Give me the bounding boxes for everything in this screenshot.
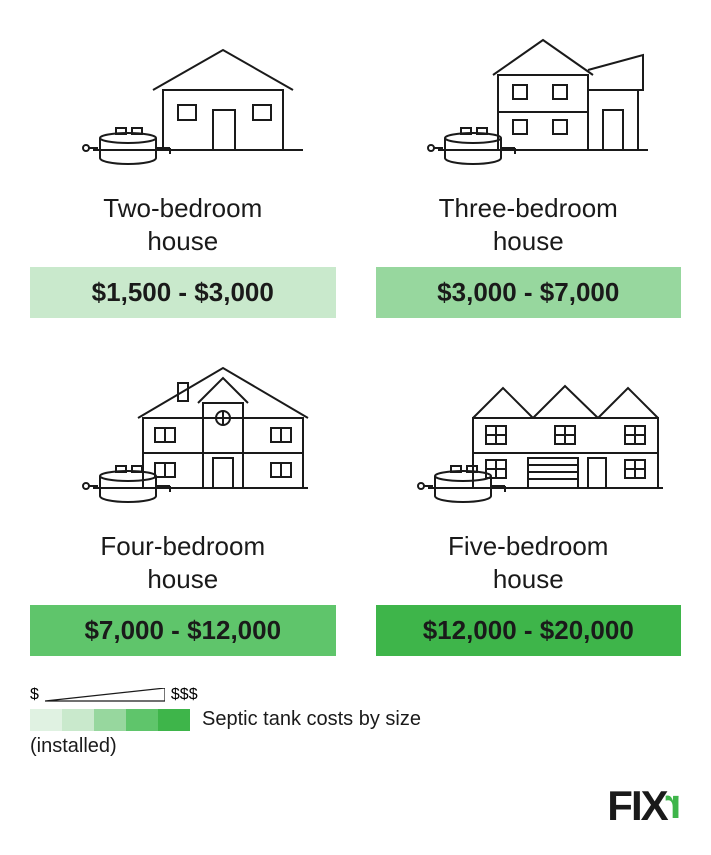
house-icon <box>388 20 668 180</box>
price-badge: $3,000 - $7,000 <box>376 267 682 318</box>
swatch <box>62 709 94 731</box>
cell-two-bedroom: Two-bedroomhouse $1,500 - $3,000 <box>30 20 336 318</box>
cost-grid: Two-bedroomhouse $1,500 - $3,000 <box>30 20 681 656</box>
house-icon <box>43 358 323 518</box>
legend: $ $$$ Septic tank costs by size (install… <box>30 686 681 758</box>
legend-swatches <box>30 709 190 731</box>
house-icon <box>43 20 323 180</box>
house-label: Four-bedroomhouse <box>100 530 265 595</box>
fixr-logo: FIXr <box>607 782 681 830</box>
legend-scale-labels: $ $$$ <box>30 686 681 704</box>
cell-four-bedroom: Four-bedroomhouse $7,000 - $12,000 <box>30 358 336 656</box>
swatch <box>94 709 126 731</box>
price-badge: $1,500 - $3,000 <box>30 267 336 318</box>
legend-high: $$$ <box>171 686 198 704</box>
house-icon <box>388 358 668 518</box>
house-label: Three-bedroomhouse <box>439 192 618 257</box>
swatch <box>30 709 62 731</box>
cell-three-bedroom: Three-bedroomhouse $3,000 - $7,000 <box>376 20 682 318</box>
swatch <box>126 709 158 731</box>
house-label: Two-bedroomhouse <box>103 192 262 257</box>
price-badge: $7,000 - $12,000 <box>30 605 336 656</box>
price-badge: $12,000 - $20,000 <box>376 605 682 656</box>
legend-low: $ <box>30 686 39 704</box>
legend-swatches-row: Septic tank costs by size <box>30 708 681 731</box>
legend-installed: (installed) <box>30 735 681 758</box>
legend-title: Septic tank costs by size <box>202 708 421 731</box>
cell-five-bedroom: Five-bedroomhouse $12,000 - $20,000 <box>376 358 682 656</box>
swatch <box>158 709 190 731</box>
house-label: Five-bedroomhouse <box>448 530 608 595</box>
wedge-icon <box>45 688 165 702</box>
